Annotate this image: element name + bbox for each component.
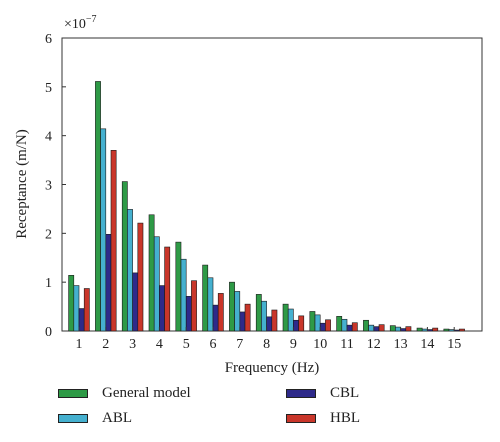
x-tick-label-5: 5 [183,337,190,352]
bar-general-model-11 [336,316,343,332]
bar-cbl-11 [346,324,353,332]
bar-abl-10 [314,314,321,332]
bar-cbl-10 [319,322,326,332]
bar-abl-13 [395,326,401,332]
bar-general-model-7 [229,281,235,332]
x-tick-label-10: 10 [313,337,327,352]
bar-hbl-10 [325,319,331,332]
y-tick-label-1: 1 [45,276,52,291]
bar-hbl-11 [351,322,358,332]
bar-general-model-15 [443,328,450,332]
y-axis-ticks: 0 1 2 3 4 5 6 [45,32,66,340]
bar-abl-11 [341,318,348,332]
y-tick-label-0: 0 [45,325,52,340]
x-tick-label-1: 1 [76,337,83,352]
y-tick-label-5: 5 [45,81,52,96]
y-axis-label: Receptance (m/N) [14,129,30,239]
bar-general-model-1 [68,275,75,332]
bar-general-model-12 [363,319,369,332]
x-tick-label-6: 6 [210,337,217,352]
bar-cbl-6 [212,304,219,332]
y-tick-label-6: 6 [45,32,52,47]
bar-general-model-3 [121,181,128,332]
bar-abl-7 [234,291,241,332]
bar-hbl-13 [405,326,412,332]
bar-hbl-2 [110,150,117,332]
bar-abl-8 [261,300,267,332]
bar-hbl-12 [378,324,385,332]
bar-hbl-5 [191,280,197,332]
bar-general-model-4 [148,214,155,332]
bar-general-model-9 [282,303,289,332]
x-tick-label-4: 4 [156,337,163,352]
y-exponent-label: ×10−7 [64,14,97,32]
y-tick-label-2: 2 [45,227,52,242]
bar-abl-14 [421,328,428,332]
x-tick-label-12: 12 [367,337,381,352]
x-tick-label-2: 2 [102,337,109,352]
bar-abl-4 [153,236,160,332]
bar-abl-12 [368,324,375,332]
bar-hbl-8 [271,309,278,332]
bar-general-model-10 [309,311,316,332]
x-tick-label-13: 13 [394,337,408,352]
x-tick-label-7: 7 [236,337,243,352]
bar-general-model-5 [175,241,182,332]
bar-hbl-4 [164,246,171,332]
bar-abl-5 [180,258,187,332]
bar-cbl-12 [373,326,380,332]
x-tick-label-8: 8 [263,337,270,352]
bar-general-model-2 [95,81,101,332]
x-tick-label-9: 9 [290,337,297,352]
x-tick-label-11: 11 [340,337,353,352]
bar-hbl-15 [459,328,465,332]
bar-hbl-14 [432,327,439,332]
bar-general-model-13 [389,325,396,332]
bar-cbl-8 [266,316,273,332]
bar-cbl-1 [78,308,85,332]
bar-cbl-5 [185,296,192,332]
bar-abl-1 [73,285,80,332]
bar-general-model-6 [202,264,209,332]
x-tick-label-3: 3 [129,337,136,352]
bar-hbl-1 [83,288,90,332]
bar-cbl-14 [427,329,433,332]
bar-hbl-7 [244,303,251,332]
bar-cbl-9 [293,319,299,332]
y-tick-label-3: 3 [45,179,52,194]
bar-cbl-13 [400,328,407,332]
bar-cbl-3 [132,272,139,332]
x-axis-label: Frequency (Hz) [225,360,320,376]
bar-abl-2 [100,128,107,332]
bar-cbl-4 [159,285,165,332]
x-tick-label-15: 15 [447,337,461,352]
bar-general-model-14 [416,327,423,332]
bar-general-model-8 [255,294,262,332]
x-tick-label-14: 14 [420,337,434,352]
bars-group [68,81,465,332]
y-tick-label-4: 4 [45,130,52,145]
bar-hbl-3 [137,222,144,332]
bar-cbl-15 [453,329,460,332]
bar-abl-3 [127,209,133,332]
bar-cbl-2 [105,234,112,332]
x-axis-ticks: 1 2 3 4 5 6 7 8 9 10 11 12 13 14 15 [76,327,461,352]
bar-hbl-9 [298,315,305,332]
bar-hbl-6 [217,293,224,332]
bar-abl-6 [207,277,214,332]
bar-abl-15 [448,329,455,332]
bar-abl-9 [287,308,294,332]
bar-cbl-7 [239,311,246,332]
